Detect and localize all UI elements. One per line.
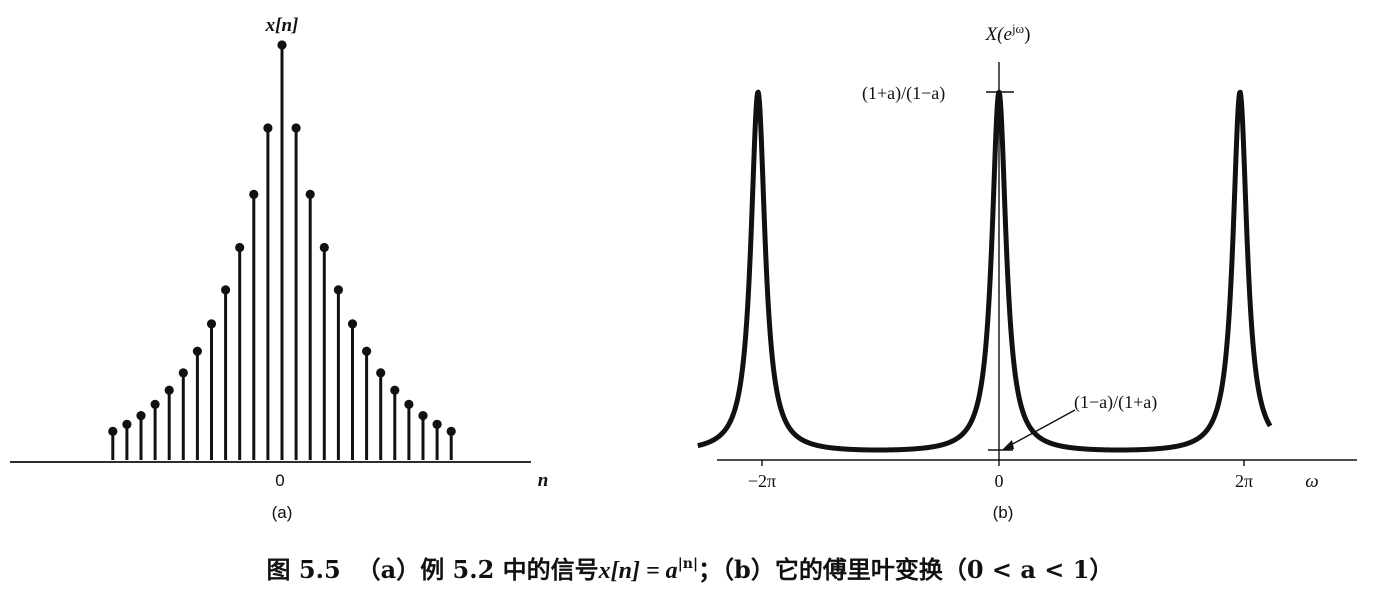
stem-dot (376, 368, 386, 378)
panel-b-label: (b) (993, 503, 1014, 522)
stem-dot (333, 285, 343, 295)
stem-dot (122, 419, 132, 429)
panel-b-curve (695, 89, 1273, 453)
figure-caption: 图 5.5 （a）例 5.2 中的信号x[n] = a|n|；（b）它的傅里叶变换… (267, 555, 1114, 584)
panel-a-stems (108, 40, 456, 460)
stem-dot (249, 189, 259, 199)
stem-dot (164, 385, 174, 395)
panel-b-line-plot: X(ejω) (1+a)/(1−a) (1−a)/(1+a) −2π 0 2π … (695, 21, 1357, 522)
stem-dot (390, 385, 400, 395)
panel-b-tick-label-neg2pi: −2π (748, 471, 776, 491)
stem-dot (446, 426, 456, 436)
stem-dot (418, 410, 428, 421)
panel-b-xlabel: ω (1305, 471, 1318, 492)
panel-b-min-arrow-line (1008, 409, 1076, 447)
panel-a-stem-plot: x[n] 0 n (a) (10, 15, 548, 522)
stem-dot (263, 123, 273, 133)
panel-a-ylabel: x[n] (265, 15, 299, 36)
stem-dot (206, 319, 217, 329)
stem-dot (150, 399, 160, 409)
panel-a-label: (a) (272, 503, 293, 522)
stem-dot (291, 123, 301, 133)
panel-b-ylabel: X(ejω) (985, 21, 1031, 45)
stem-dot (347, 319, 358, 329)
stem-dot (319, 242, 329, 253)
panel-a-xlabel: n (538, 470, 549, 491)
caption-line: 图 5.5 （a）例 5.2 中的信号x[n] = a|n|；（b）它的傅里叶变换… (267, 555, 1114, 584)
panel-b-min-arrow-head (1002, 440, 1014, 450)
panel-b-min-label: (1−a)/(1+a) (1074, 392, 1157, 413)
stem-dot (404, 399, 414, 409)
panel-a-tick-label-0: 0 (275, 471, 284, 490)
panel-b-tick-label-2pi: 2π (1235, 471, 1253, 491)
stem-dot (192, 346, 202, 356)
panel-b-tick-label-0: 0 (995, 471, 1004, 491)
stem-dot (221, 285, 231, 295)
panel-b-peak-label: (1+a)/(1−a) (862, 83, 945, 104)
stem-dot (432, 419, 442, 429)
stem-dot (305, 189, 315, 199)
stem-dot (277, 40, 287, 50)
stem-dot (235, 242, 245, 253)
stem-dot (362, 346, 372, 356)
stem-dot (108, 426, 118, 436)
stem-dot (136, 410, 146, 421)
stem-dot (178, 368, 188, 378)
